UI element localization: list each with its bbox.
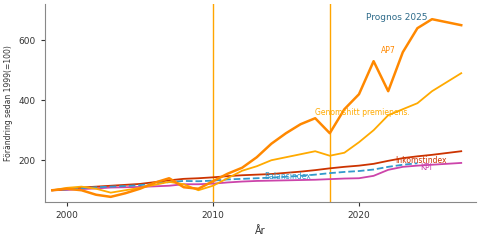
X-axis label: År: År [255,226,266,236]
Y-axis label: Förändring sedan 1999(=100): Förändring sedan 1999(=100) [4,45,13,161]
Text: KPI: KPI [420,163,432,172]
Text: AP7: AP7 [381,46,396,55]
Text: Inkomstindex: Inkomstindex [396,156,447,165]
Text: Genomshitt premiepens.: Genomshitt premiepens. [315,108,410,117]
Text: Prognos 2025: Prognos 2025 [366,13,428,22]
Text: Balansindex: Balansindex [264,172,311,181]
